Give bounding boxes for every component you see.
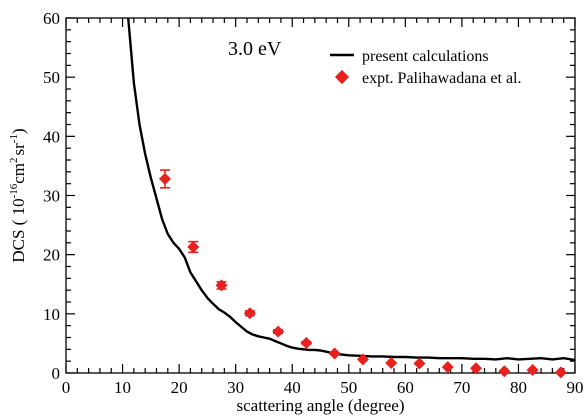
x-tick-label: 40 <box>284 378 301 397</box>
data-point <box>413 357 426 370</box>
data-point <box>441 361 454 374</box>
experimental-points <box>158 169 567 379</box>
data-point <box>300 336 313 349</box>
data-point <box>158 172 171 185</box>
x-tick-labels: 0 10 20 30 40 50 60 70 80 90 <box>62 378 584 397</box>
data-point <box>385 356 398 369</box>
y-label-sr: sr <box>9 143 28 156</box>
y-label-cm: cm <box>9 163 28 184</box>
x-tick-label: 20 <box>171 378 188 397</box>
x-tick-label: 80 <box>510 378 527 397</box>
x-tick-label: 50 <box>340 378 357 397</box>
y-tick-label: 60 <box>43 9 60 28</box>
y-tick-label: 50 <box>43 68 60 87</box>
y-label-prefix: DCS ( 10 <box>9 198 28 262</box>
axis-ticks <box>65 17 576 374</box>
legend-label-experiment: expt. Palihawadana et al. <box>362 70 522 87</box>
y-tick-label: 40 <box>43 127 60 146</box>
y-tick-label: 10 <box>43 305 60 324</box>
y-label-exp3: -1 <box>8 134 20 143</box>
y-tick-label: 30 <box>43 187 60 206</box>
x-tick-label: 90 <box>567 378 584 397</box>
x-tick-label: 30 <box>227 378 244 397</box>
legend-label-calculation: present calculations <box>362 48 489 65</box>
legend-diamond-marker <box>334 69 350 85</box>
data-point <box>243 307 256 320</box>
data-point <box>356 353 369 366</box>
x-tick-label: 0 <box>62 378 71 397</box>
data-point <box>272 325 285 338</box>
y-tick-label: 20 <box>43 246 60 265</box>
data-point <box>526 364 539 377</box>
calculation-curve <box>127 17 576 362</box>
y-label-exp2: 2 <box>8 157 20 163</box>
y-tick-label: 0 <box>52 364 61 383</box>
x-tick-label: 70 <box>453 378 470 397</box>
data-point <box>215 279 228 292</box>
data-point <box>328 347 341 360</box>
data-point <box>187 240 200 253</box>
data-point <box>498 365 511 378</box>
y-tick-labels: 0 10 20 30 40 50 60 <box>43 9 60 383</box>
y-label-exp1: -16 <box>8 183 20 198</box>
x-axis-label: scattering angle (degree) <box>236 396 404 415</box>
legend: present calculations expt. Palihawadana … <box>330 48 522 87</box>
y-axis-label: DCS ( 10-16cm2sr-1) <box>8 128 28 262</box>
data-point <box>470 362 483 375</box>
x-tick-label: 10 <box>114 378 131 397</box>
y-label-suffix: ) <box>9 128 28 134</box>
x-tick-label: 60 <box>397 378 414 397</box>
energy-annotation: 3.0 eV <box>228 38 282 60</box>
data-point <box>554 366 567 379</box>
